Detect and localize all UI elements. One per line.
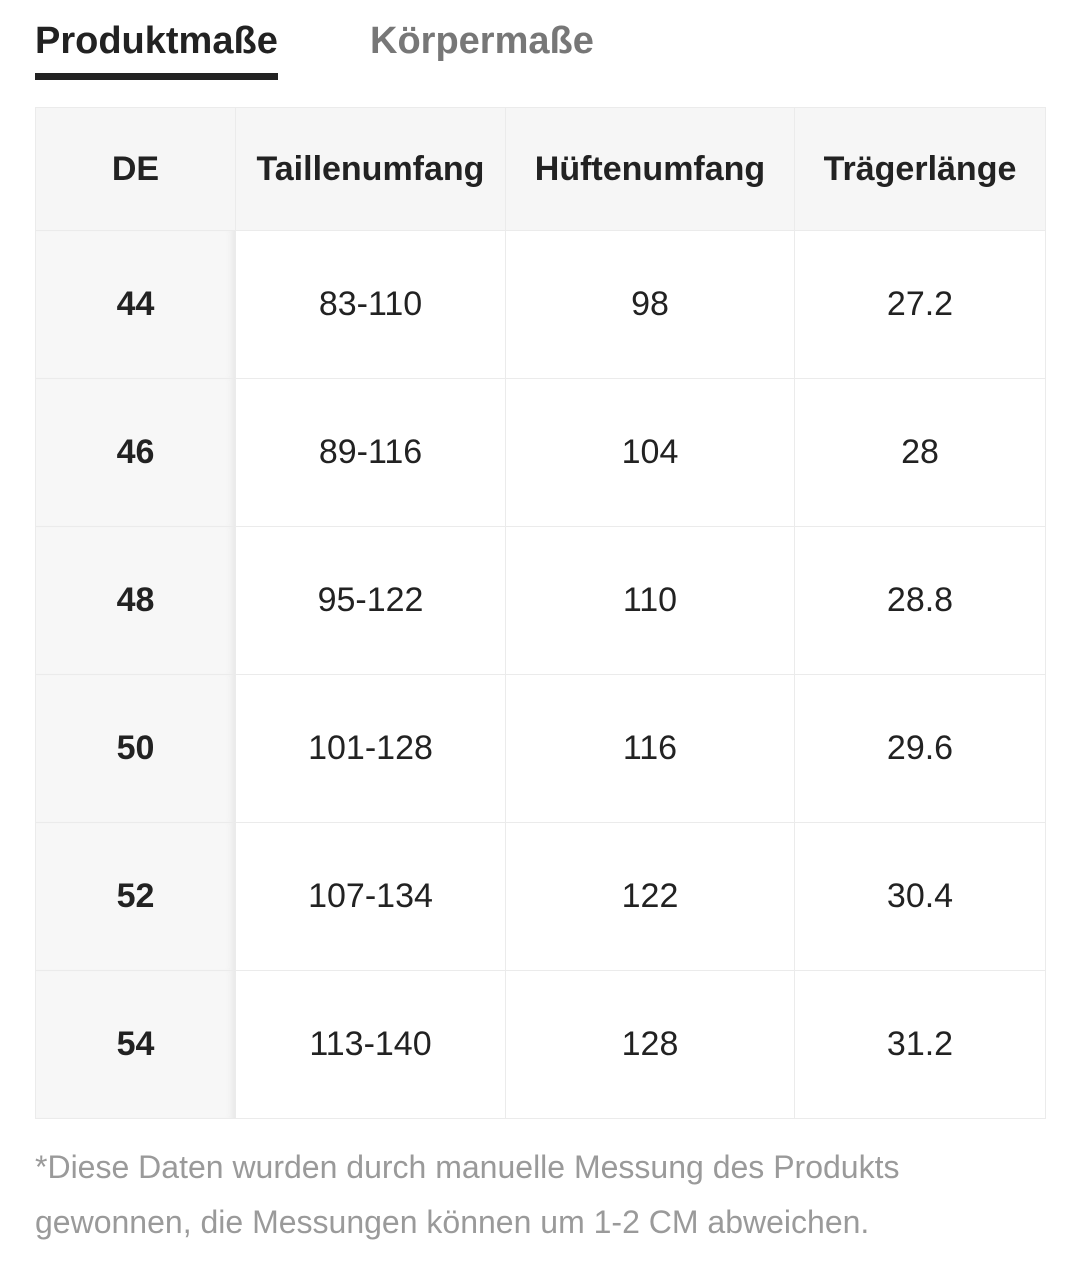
tab[interactable]: Körpermaße <box>370 20 594 62</box>
table-row: 50 101-128 116 29.6 <box>35 674 1046 823</box>
footnote: *Diese Daten wurden durch manuelle Messu… <box>35 1149 900 1240</box>
header-row: DE Taillenumfang Hüftenumfang Trägerlänge <box>35 107 1046 231</box>
table-cell: 83-110 <box>235 230 506 379</box>
table-cell: 107-134 <box>235 822 506 971</box>
table-cell: 28.8 <box>794 526 1046 675</box>
table-row: 44 83-110 98 27.2 <box>35 230 1046 379</box>
table-cell: 29.6 <box>794 674 1046 823</box>
table-cell: 101-128 <box>235 674 506 823</box>
table-cell: 30.4 <box>794 822 1046 971</box>
header-cell: DE <box>35 107 236 231</box>
header-cell: Trägerlänge <box>794 107 1046 231</box>
table-row: 48 95-122 110 28.8 <box>35 526 1046 675</box>
table-cell: 28 <box>794 378 1046 527</box>
size-cell: 52 <box>35 822 236 971</box>
header-cell: Taillenumfang <box>235 107 506 231</box>
table-cell: 95-122 <box>235 526 506 675</box>
table-row: 54 113-140 128 31.2 <box>35 970 1046 1119</box>
table-row: 52 107-134 122 30.4 <box>35 822 1046 971</box>
table-cell: 113-140 <box>235 970 506 1119</box>
table-cell: 110 <box>505 526 795 675</box>
table-row: 46 89-116 104 28 <box>35 378 1046 527</box>
size-cell: 54 <box>35 970 236 1119</box>
table-cell: 27.2 <box>794 230 1046 379</box>
table-cell: 104 <box>505 378 795 527</box>
table-cell: 122 <box>505 822 795 971</box>
size-cell: 48 <box>35 526 236 675</box>
table-cell: 128 <box>505 970 795 1119</box>
size-cell: 46 <box>35 378 236 527</box>
size-cell: 44 <box>35 230 236 379</box>
size-cell: 50 <box>35 674 236 823</box>
table-cell: 116 <box>505 674 795 823</box>
table-cell: 31.2 <box>794 970 1046 1119</box>
header-cell: Hüftenumfang <box>505 107 795 231</box>
table-body: 44 83-110 98 27.2 46 89-116 104 28 48 95-122 110 28… <box>35 230 1046 1119</box>
tab-active[interactable]: Produktmaße <box>35 20 278 80</box>
table-cell: 89-116 <box>235 378 506 527</box>
table-cell: 98 <box>505 230 795 379</box>
size-table: DE Taillenumfang Hüftenumfang Trägerlänge 4… <box>35 107 1046 1119</box>
